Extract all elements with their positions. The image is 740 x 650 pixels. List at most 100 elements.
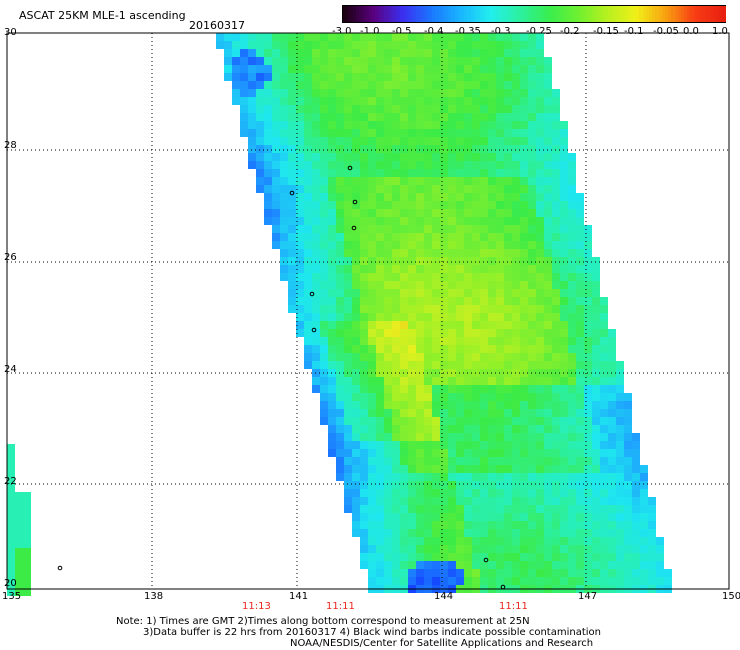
swath-cell: [344, 145, 352, 153]
swath-cell: [560, 177, 568, 185]
swath-cell: [384, 81, 392, 89]
swath-cell: [416, 321, 424, 329]
swath-cell: [608, 481, 616, 489]
swath-cell: [648, 561, 656, 569]
swath-cell: [568, 201, 576, 209]
swath-cell: [488, 153, 496, 161]
swath-cell: [416, 177, 424, 185]
swath-cell: [616, 417, 624, 425]
swath-cell: [536, 577, 544, 585]
colorbar-segment: [633, 6, 637, 22]
swath-cell: [296, 201, 304, 209]
swath-cell: [536, 481, 544, 489]
swath-cell: [352, 337, 360, 345]
swath-cell: [448, 345, 456, 353]
swath-cell: [392, 553, 400, 561]
colorbar-segment: [527, 6, 532, 22]
swath-cell: [432, 97, 440, 105]
swath-cell: [392, 129, 400, 137]
swath-cell: [416, 233, 424, 241]
swath-cell: [336, 185, 344, 193]
swath-cell: [344, 305, 352, 313]
swath-cell: [376, 505, 384, 513]
swath-cell: [384, 457, 392, 465]
swath-cell: [368, 57, 376, 65]
swath-cell: [600, 345, 608, 353]
swath-cell: [496, 449, 504, 457]
swath-cell: [496, 153, 504, 161]
swath-cell: [408, 537, 416, 545]
colorbar-segment: [556, 6, 560, 22]
swath-cell: [424, 457, 432, 465]
swath-cell: [272, 97, 280, 105]
colorbar-segment: [368, 6, 372, 22]
swath-cell: [624, 409, 632, 417]
swath-cell: [424, 185, 432, 193]
swath-cell: [560, 129, 568, 137]
swath-cell: [552, 137, 560, 145]
swath-cell: [392, 433, 400, 441]
swath-cell: [480, 129, 488, 137]
colorbar-segment: [374, 6, 379, 22]
swath-cell: [464, 361, 472, 369]
colorbar-segment: [524, 6, 528, 22]
swath-cell: [560, 193, 568, 201]
swath-cell: [376, 417, 384, 425]
swath-cell: [280, 49, 288, 57]
swath-cell: [7, 468, 15, 476]
swath-cell: [504, 137, 512, 145]
swath-cell: [352, 217, 360, 225]
swath-cell: [320, 73, 328, 81]
swath-cell: [488, 441, 496, 449]
lat-lon-grid: [7, 33, 729, 589]
swath-cell: [360, 465, 368, 473]
swath-cell: [456, 521, 464, 529]
swath-cell: [408, 209, 416, 217]
swath-cell: [592, 353, 600, 361]
swath-cell: [488, 377, 496, 385]
swath-cell: [480, 529, 488, 537]
swath-cell: [336, 89, 344, 97]
swath-cell: [408, 481, 416, 489]
swath-cell: [336, 57, 344, 65]
swath-cell: [536, 529, 544, 537]
swath-cell: [336, 409, 344, 417]
swath-cell: [448, 529, 456, 537]
swath-cell: [408, 417, 416, 425]
swath-cell: [504, 57, 512, 65]
swath-cell: [360, 521, 368, 529]
swath-cell: [592, 465, 600, 473]
swath-cell: [408, 177, 416, 185]
swath-cell: [328, 233, 336, 241]
swath-cell: [536, 161, 544, 169]
swath-cell: [320, 409, 328, 417]
swath-cell: [336, 273, 344, 281]
swath-cell: [464, 169, 472, 177]
swath-cell: [384, 473, 392, 481]
swath-cell: [432, 353, 440, 361]
swath-cell: [552, 97, 560, 105]
swath-cell: [440, 145, 448, 153]
swath-cell: [328, 265, 336, 273]
swath-cell: [520, 569, 528, 577]
swath-cell: [328, 345, 336, 353]
swath-cell: [384, 577, 392, 585]
swath-cell: [408, 561, 416, 569]
swath-cell: [624, 425, 632, 433]
swath-cell: [448, 305, 456, 313]
swath-cell: [368, 481, 376, 489]
swath-cell: [472, 409, 480, 417]
swath-cell: [520, 121, 528, 129]
swath-cell: [424, 129, 432, 137]
swath-cell: [280, 105, 288, 113]
swath-cell: [392, 241, 400, 249]
swath-cell: [528, 537, 536, 545]
swath-cell: [280, 129, 288, 137]
swath-cell: [568, 337, 576, 345]
swath-cell: [496, 337, 504, 345]
swath-cell: [440, 105, 448, 113]
swath-cell: [552, 553, 560, 561]
swath-cell: [488, 241, 496, 249]
swath-cell: [23, 540, 31, 548]
swath-cell: [528, 177, 536, 185]
